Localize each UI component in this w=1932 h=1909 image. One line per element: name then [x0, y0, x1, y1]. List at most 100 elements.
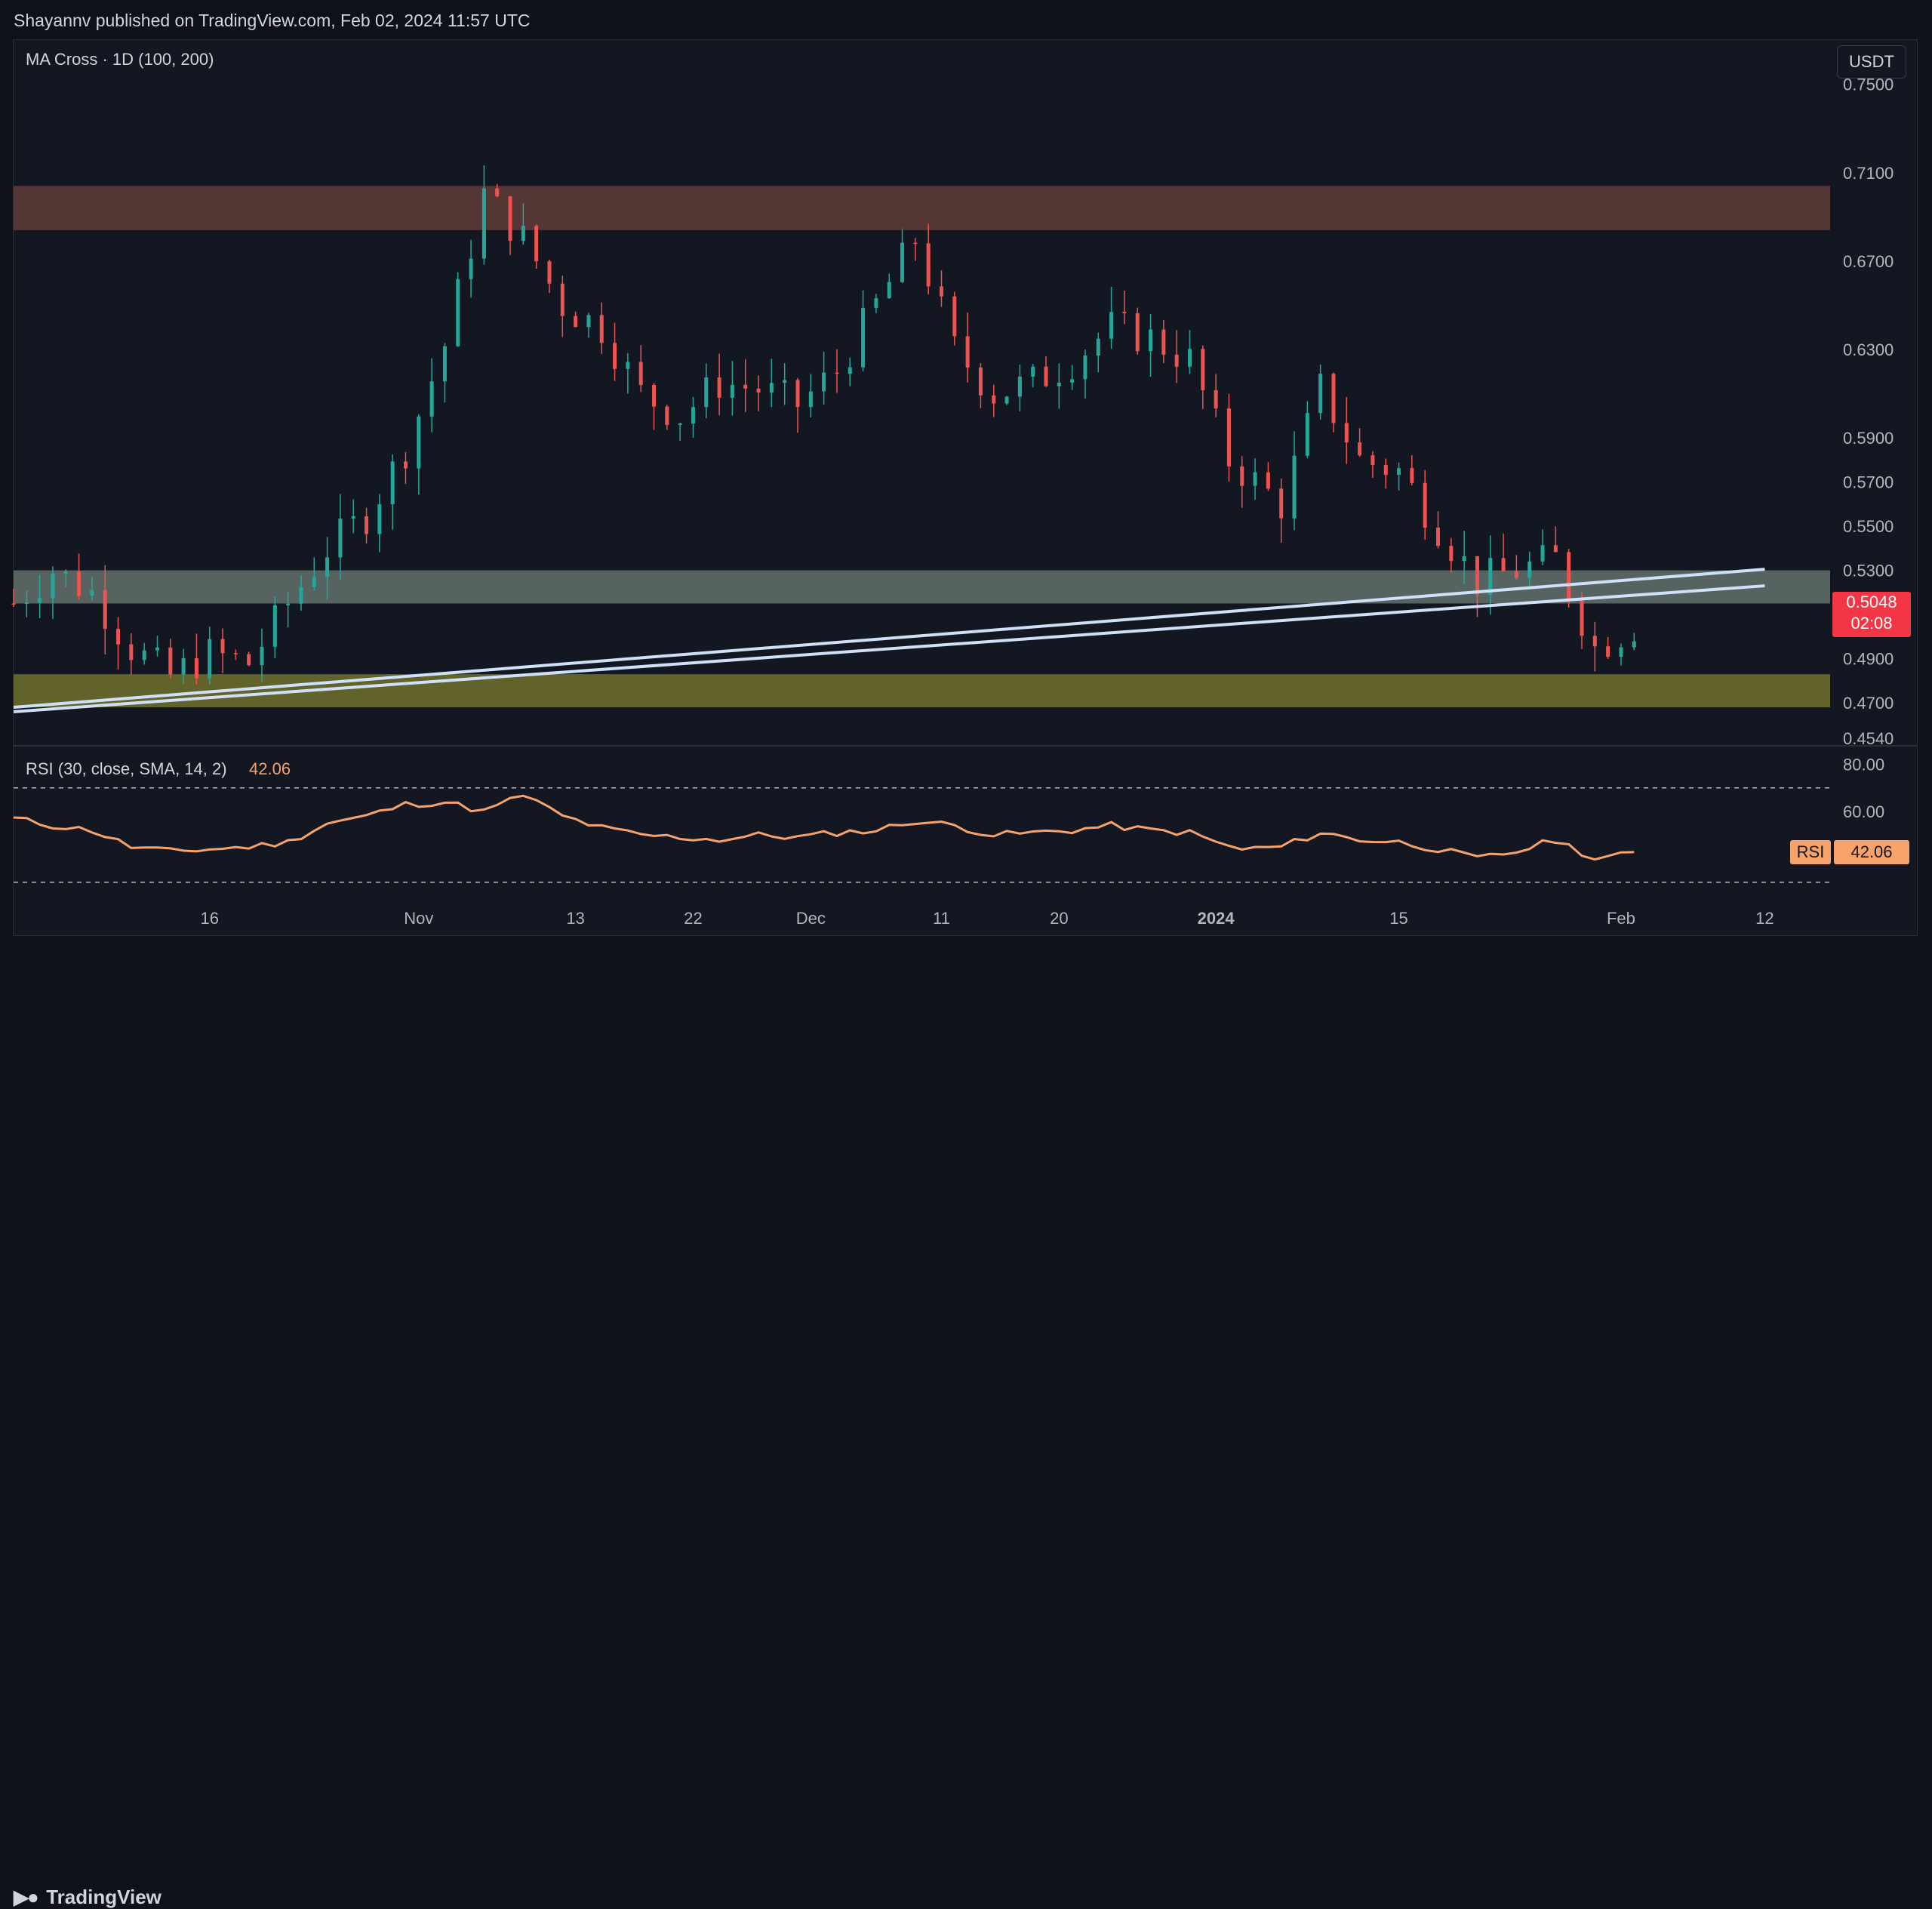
candle-body	[874, 298, 878, 308]
candle-body	[38, 598, 42, 603]
candle	[1070, 365, 1075, 390]
candle	[1174, 330, 1179, 383]
candle-body	[521, 226, 525, 242]
candle-body	[1632, 641, 1636, 648]
candle	[1004, 396, 1009, 405]
candle-body	[691, 407, 695, 424]
candle-body	[1044, 366, 1048, 386]
candle	[861, 290, 866, 371]
time-axis-label: Nov	[404, 909, 433, 928]
candle-body	[652, 385, 657, 407]
candle	[286, 592, 291, 628]
candle	[1135, 307, 1140, 355]
time-axis-label: 2024	[1198, 909, 1235, 928]
price-chart-svg[interactable]: 0.75000.71000.67000.63000.59000.57000.55…	[0, 0, 1932, 987]
candle-body	[90, 590, 94, 596]
candle-body	[1462, 556, 1466, 562]
candle	[1083, 349, 1088, 399]
candle	[1632, 633, 1636, 651]
candle	[1331, 372, 1336, 433]
candle	[1410, 454, 1414, 486]
time-axis-label: 12	[1755, 909, 1774, 928]
time-axis-label: 11	[933, 909, 950, 928]
candle-body	[168, 647, 173, 675]
candle-body	[665, 406, 669, 425]
candle	[1540, 529, 1545, 565]
candle	[508, 196, 512, 255]
candle-body	[24, 602, 29, 604]
candle	[1057, 363, 1061, 409]
candle-body	[194, 657, 198, 679]
candle	[155, 636, 159, 657]
candle-body	[1149, 329, 1153, 352]
candle	[11, 588, 16, 608]
candle-body	[560, 283, 565, 316]
candle-body	[1410, 468, 1414, 483]
candle-body	[913, 242, 918, 245]
candle	[1279, 479, 1284, 543]
candle-body	[1358, 442, 1362, 456]
candle-body	[678, 423, 682, 425]
candle-body	[417, 416, 421, 469]
candle-body	[1619, 647, 1623, 657]
candle-body	[743, 384, 748, 389]
candle	[129, 633, 134, 675]
candle-body	[547, 261, 552, 284]
candle	[887, 273, 891, 299]
candle-body	[233, 653, 238, 654]
candle-body	[1096, 338, 1100, 356]
candle-body	[1383, 465, 1388, 476]
candle-body	[1423, 482, 1427, 528]
candle-body	[1214, 389, 1218, 409]
candle	[1226, 393, 1231, 482]
resistance-zone	[14, 186, 1830, 230]
candle	[181, 648, 186, 684]
candle	[521, 203, 525, 245]
tradingview-logo[interactable]: ▶● TradingView	[14, 1886, 162, 1909]
candle-body	[1449, 546, 1454, 562]
candle	[1096, 332, 1100, 373]
candle	[1553, 526, 1558, 553]
candle-body	[1109, 312, 1114, 339]
last-price-tag: 0.5048 02:08	[1832, 592, 1911, 637]
candle-body	[1122, 312, 1127, 314]
candle-body	[299, 587, 303, 604]
candle-body	[848, 367, 852, 374]
candle	[1462, 531, 1466, 584]
candle	[1253, 458, 1257, 500]
candle	[1122, 291, 1127, 325]
candle-body	[1174, 354, 1179, 367]
candle	[1514, 555, 1518, 580]
candle-body	[952, 296, 957, 337]
candle	[338, 494, 343, 580]
candle	[442, 343, 447, 403]
candle-body	[717, 377, 721, 398]
candle-body	[1553, 545, 1558, 553]
price-axis-label: 0.5300	[1843, 562, 1894, 580]
rsi-axis-label: 60.00	[1843, 802, 1884, 821]
candle-body	[574, 316, 578, 328]
candle	[1619, 643, 1623, 666]
candle-body	[1292, 455, 1297, 519]
candle	[1436, 511, 1441, 549]
price-axis-label: 0.4900	[1843, 650, 1894, 669]
footer: ▶● TradingView	[0, 936, 1932, 1908]
candle-body	[1070, 379, 1075, 383]
candle	[926, 223, 931, 295]
candle	[116, 617, 121, 670]
candle-body	[900, 242, 905, 282]
candle-body	[926, 243, 931, 287]
price-axis-label: 0.5900	[1843, 429, 1894, 448]
candle-body	[1266, 472, 1270, 489]
candle	[808, 374, 813, 417]
candle-body	[208, 639, 212, 679]
candle	[469, 239, 473, 298]
candle	[1501, 534, 1506, 572]
candle-body	[586, 315, 591, 328]
currency-button[interactable]: USDT	[1837, 45, 1906, 79]
candle-body	[1305, 413, 1309, 456]
time-axis-label: 20	[1050, 909, 1068, 928]
candle	[1201, 345, 1205, 409]
candle-body	[142, 650, 146, 660]
candle-body	[992, 395, 996, 404]
